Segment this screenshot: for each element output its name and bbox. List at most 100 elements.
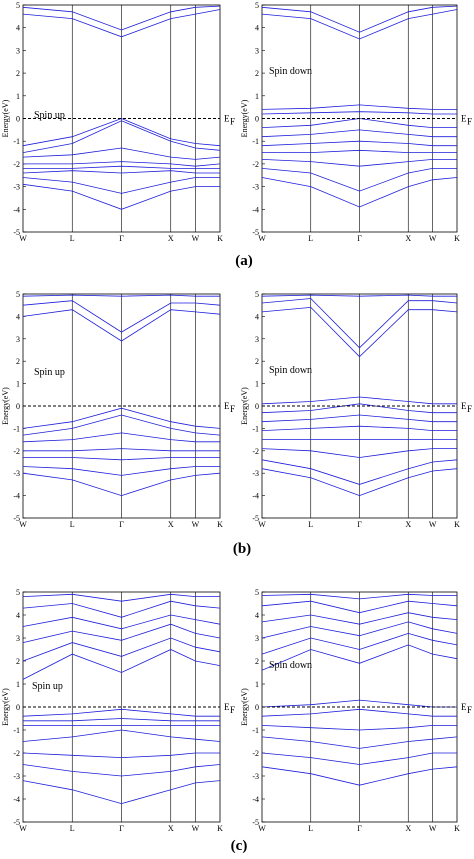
band-line	[22, 614, 221, 630]
band-line	[22, 752, 220, 759]
band-line	[22, 5, 221, 31]
band-line	[22, 466, 220, 476]
y-tick-label: 1	[16, 380, 20, 389]
band-line	[261, 425, 457, 431]
subfigure-caption: (b)	[233, 541, 251, 557]
x-tick-label: Γ	[119, 520, 124, 529]
band-line	[261, 9, 458, 40]
band-line	[22, 294, 220, 297]
y-tick-label: 5	[16, 290, 20, 299]
y-axis-label: Energy(eV)	[1, 387, 10, 425]
band-line	[261, 403, 457, 414]
y-tick-label: 3	[255, 335, 259, 344]
y-tick-label: 2	[16, 69, 20, 78]
x-tick-label: W	[429, 234, 437, 243]
y-tick-label: -5	[13, 818, 20, 827]
y-tick-label: 1	[16, 680, 20, 689]
fermi-level-subscript: F	[467, 117, 472, 127]
y-tick-label: -3	[13, 772, 20, 781]
y-tick-label: 1	[255, 680, 259, 689]
y-tick-label: 0	[255, 115, 259, 124]
y-tick-label: 5	[255, 290, 259, 299]
y-axis-label: Energy(eV)	[240, 688, 249, 726]
band-line	[23, 448, 220, 452]
y-tick-label: -2	[13, 749, 20, 758]
fermi-level-label: E	[461, 401, 467, 411]
y-tick-label: 5	[255, 1, 259, 10]
band-line	[261, 752, 457, 765]
spin-label: Spin down	[269, 365, 312, 376]
y-tick-label: -2	[252, 160, 259, 169]
y-tick-label: 3	[16, 46, 20, 55]
y-tick-label: -2	[13, 160, 20, 169]
y-tick-label: 3	[16, 335, 20, 344]
band-line	[261, 111, 457, 115]
band-line	[22, 472, 221, 497]
band-line	[22, 147, 221, 160]
x-tick-label: K	[217, 824, 223, 833]
band-line	[261, 104, 457, 110]
band-line	[261, 468, 458, 497]
band-line	[22, 309, 221, 342]
band-line	[261, 699, 457, 708]
band-line	[23, 161, 221, 167]
y-tick-label: 1	[255, 92, 259, 101]
y-tick-label: -5	[13, 228, 20, 237]
y-tick-label: -3	[13, 183, 20, 192]
x-tick-label: W	[258, 520, 266, 529]
x-tick-label: W	[192, 520, 200, 529]
y-tick-label: -4	[252, 795, 259, 804]
y-tick-label: 2	[16, 657, 20, 666]
band-line	[261, 294, 457, 297]
band-line	[22, 120, 221, 153]
y-tick-label: 4	[16, 611, 20, 620]
y-tick-label: 4	[16, 24, 20, 33]
y-tick-label: -2	[13, 447, 20, 456]
x-tick-label: W	[192, 824, 200, 833]
y-tick-label: 4	[16, 312, 20, 321]
x-tick-label: K	[454, 520, 460, 529]
x-tick-label: Γ	[119, 824, 124, 833]
band-line	[261, 298, 458, 349]
band-line	[262, 149, 457, 153]
subfigure-caption: (a)	[235, 253, 253, 269]
x-tick-label: W	[19, 234, 27, 243]
y-tick-label: 4	[255, 611, 259, 620]
x-tick-label: Γ	[357, 234, 362, 243]
band-line	[22, 593, 220, 602]
y-tick-label: -1	[13, 424, 20, 433]
band-line	[23, 165, 220, 169]
y-tick-label: -1	[13, 137, 20, 146]
band-line	[22, 729, 221, 742]
y-tick-label: 2	[255, 657, 259, 666]
band-line	[22, 708, 220, 717]
x-tick-label: K	[454, 234, 460, 243]
x-tick-label: K	[454, 824, 460, 833]
x-tick-label: Γ	[357, 520, 362, 529]
y-tick-label: 3	[255, 634, 259, 643]
y-tick-label: 4	[255, 312, 259, 321]
y-tick-label: 5	[16, 588, 20, 597]
y-tick-label: -5	[252, 818, 259, 827]
band-line	[22, 170, 220, 174]
band-line	[261, 5, 458, 33]
x-tick-label: W	[429, 520, 437, 529]
y-tick-label: -2	[252, 749, 259, 758]
band-line	[261, 414, 457, 423]
band-line	[22, 780, 221, 805]
y-tick-label: 0	[255, 402, 259, 411]
band-line	[22, 300, 221, 333]
band-line	[261, 644, 458, 671]
band-line	[261, 708, 457, 717]
spin-label: Spin down	[269, 66, 312, 77]
y-tick-label: 2	[255, 69, 259, 78]
band-line	[261, 632, 458, 655]
fermi-level-label: E	[461, 114, 467, 124]
x-tick-label: Γ	[119, 234, 124, 243]
y-tick-label: -4	[13, 795, 20, 804]
y-tick-label: -1	[13, 726, 20, 735]
band-line	[261, 621, 458, 639]
band-line	[23, 718, 220, 722]
y-axis-label: Energy(eV)	[240, 387, 249, 425]
